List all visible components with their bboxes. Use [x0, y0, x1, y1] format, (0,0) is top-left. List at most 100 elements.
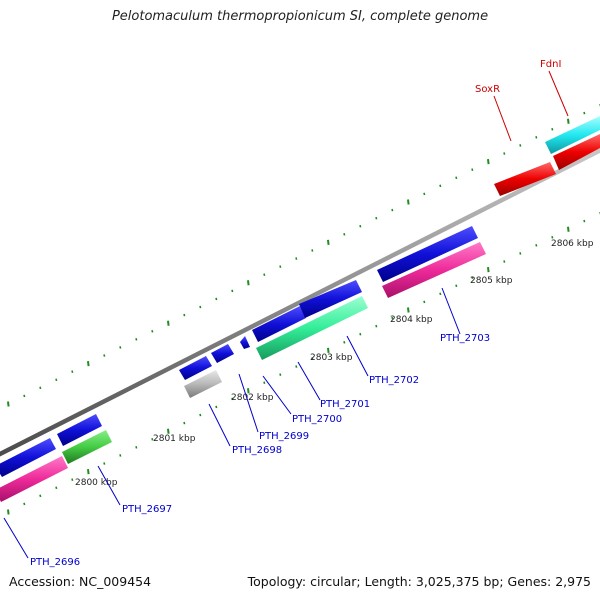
- tick-mark: [119, 346, 122, 349]
- kbp-label: 2802 kbp: [231, 393, 274, 403]
- tick-mark: [23, 502, 26, 506]
- tick-mark: [471, 276, 474, 279]
- feature-track: [0, 116, 600, 502]
- gene-arrow[interactable]: [252, 306, 306, 342]
- tick-mark: [183, 313, 186, 317]
- kbp-label: 2800 kbp: [75, 478, 118, 488]
- tick-mark: [391, 316, 394, 320]
- kbp-label: 2805 kbp: [470, 276, 513, 286]
- tick-mark: [215, 297, 218, 301]
- gene-label-pth-2702[interactable]: PTH_2702: [369, 375, 419, 386]
- tick-mark: [55, 378, 58, 382]
- tick-mark: [231, 289, 234, 293]
- gene-arrow[interactable]: [179, 356, 212, 380]
- tick-mark: [503, 260, 506, 263]
- tick-mark: [295, 365, 298, 368]
- tick-mark: [55, 486, 58, 490]
- gene-label-fdni[interactable]: FdnI: [540, 59, 561, 70]
- tick-mark: [519, 252, 522, 255]
- tick-mark: [167, 320, 170, 326]
- tick-mark: [279, 265, 282, 268]
- gene-label-pth-2699[interactable]: PTH_2699: [259, 431, 309, 442]
- tick-mark: [87, 468, 90, 475]
- genome-backbone: [0, 148, 600, 457]
- kbp-label: 2806 kbp: [551, 239, 594, 249]
- mint-feature-bar[interactable]: [256, 296, 368, 360]
- tick-mark: [231, 397, 234, 401]
- tick-mark: [519, 144, 522, 147]
- gene-arrow[interactable]: [377, 226, 478, 282]
- tick-mark: [343, 233, 346, 236]
- kbp-label: 2804 kbp: [390, 315, 433, 325]
- tick-mark: [535, 136, 538, 139]
- kbp-label: 2801 kbp: [153, 434, 196, 444]
- tick-mark: [327, 347, 330, 354]
- tick-mark: [407, 307, 410, 313]
- tick-mark: [295, 257, 298, 260]
- cyan-feature-bar[interactable]: [545, 116, 600, 154]
- pink-feature-bar[interactable]: [0, 456, 68, 502]
- red-feature-bar[interactable]: [494, 162, 556, 196]
- gene-label-pth-2696[interactable]: PTH_2696: [30, 557, 80, 568]
- scale-labels: 2800 kbp 2801 kbp 2802 kbp 2803 kbp 2804…: [75, 239, 594, 488]
- tick-mark: [311, 249, 314, 252]
- grey-feature-bar[interactable]: [184, 370, 222, 398]
- gene-arrow[interactable]: [240, 336, 250, 349]
- pink-feature-bar[interactable]: [382, 242, 486, 298]
- kbp-label: 2803 kbp: [310, 353, 353, 363]
- gene-label-pth-2700[interactable]: PTH_2700: [292, 414, 342, 425]
- tick-mark: [583, 111, 586, 115]
- tick-mark: [71, 370, 74, 373]
- tick-mark: [263, 273, 266, 277]
- gene-arrow[interactable]: [299, 280, 362, 318]
- tick-mark: [487, 158, 490, 165]
- map-title: Pelotomaculum thermopropionicum SI, comp…: [111, 9, 489, 24]
- gene-label-soxr[interactable]: SoxR: [475, 84, 500, 95]
- red-feature-bar[interactable]: [553, 134, 600, 170]
- tick-mark: [343, 341, 346, 344]
- tick-mark: [567, 118, 570, 124]
- accession-label: Accession: NC_009454: [9, 574, 152, 589]
- gene-label-pth-2697[interactable]: PTH_2697: [122, 504, 172, 515]
- tick-mark: [311, 357, 314, 360]
- tick-mark: [487, 266, 490, 273]
- tick-mark: [23, 394, 26, 398]
- inner-tick-row: [7, 211, 600, 515]
- tick-mark: [551, 235, 554, 239]
- gene-arrow[interactable]: [57, 414, 102, 446]
- tick-mark: [247, 280, 250, 286]
- tick-mark: [167, 428, 170, 434]
- tick-mark: [423, 192, 426, 196]
- tick-mark: [455, 284, 458, 288]
- tick-mark: [119, 454, 122, 457]
- gene-label-pth-2701[interactable]: PTH_2701: [320, 399, 370, 410]
- tick-mark: [199, 413, 202, 417]
- gene-label-pth-2698[interactable]: PTH_2698: [232, 445, 282, 456]
- red-callout-lines: [493, 70, 569, 142]
- tick-mark: [263, 381, 266, 385]
- green-feature-bar[interactable]: [62, 430, 112, 464]
- tick-mark: [359, 332, 362, 336]
- gene-arrow[interactable]: [0, 438, 56, 477]
- tick-mark: [327, 239, 330, 246]
- tick-mark: [135, 446, 138, 449]
- gene-label-pth-2703[interactable]: PTH_2703: [440, 333, 490, 344]
- tick-mark: [39, 494, 42, 498]
- forward-strand: [0, 226, 478, 477]
- tick-mark: [407, 199, 410, 205]
- tick-mark: [439, 184, 442, 188]
- tick-mark: [71, 478, 74, 481]
- tick-mark: [151, 437, 154, 441]
- tick-mark: [551, 127, 554, 131]
- tick-mark: [391, 208, 394, 212]
- tick-mark: [199, 305, 202, 309]
- outer-tick-row: [7, 103, 600, 407]
- tick-mark: [583, 219, 586, 223]
- tick-mark: [567, 226, 570, 232]
- tick-mark: [375, 216, 378, 220]
- gene-arrow[interactable]: [211, 344, 234, 363]
- tick-mark: [103, 462, 106, 465]
- tick-mark: [215, 405, 218, 409]
- tick-mark: [503, 152, 506, 155]
